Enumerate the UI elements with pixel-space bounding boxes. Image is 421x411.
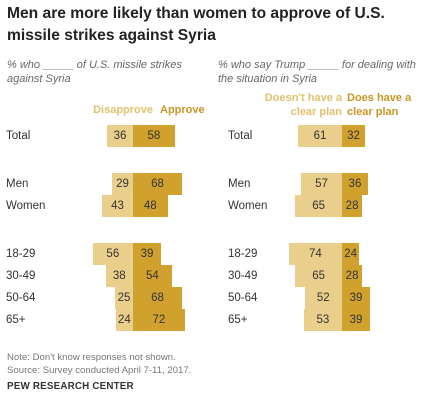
left-bar-approve (133, 125, 175, 147)
left-value-label: 54 (146, 270, 159, 282)
right-bar-clear-plan (342, 125, 366, 147)
right-value-label: 57 (315, 178, 328, 190)
left-bar-disapprove (115, 287, 133, 309)
left-category-label: 30-49 (6, 270, 36, 282)
left-value-label: 68 (151, 292, 164, 304)
right-category-label: 18-29 (228, 248, 258, 260)
left-bar-approve (133, 173, 182, 195)
right-value-label: 39 (349, 314, 363, 326)
left-value-label: 72 (152, 314, 166, 326)
right-value-label: 52 (316, 292, 330, 304)
left-bar-disapprove (107, 125, 133, 147)
right-value-label: 74 (308, 248, 322, 260)
left-value-label: 58 (147, 130, 161, 142)
right-bar-no-clear-plan (295, 195, 342, 217)
right-value-label: 24 (344, 248, 358, 260)
right-value-label: 65 (312, 270, 325, 282)
left-value-label: 68 (151, 178, 164, 190)
left-bar-approve (133, 243, 162, 265)
right-bar-clear-plan (342, 265, 363, 287)
left-bar-approve (133, 265, 172, 287)
left-category-label: Total (6, 130, 31, 142)
left-value-label: 48 (143, 200, 157, 212)
left-value-label: 56 (106, 248, 120, 260)
left-category-label: 65+ (6, 314, 26, 326)
source-text: Source: Survey conducted April 7-11, 201… (7, 365, 192, 376)
right-bar-clear-plan (342, 173, 368, 195)
right-bar-clear-plan (342, 309, 371, 331)
left-bar-approve (133, 287, 182, 309)
right-bar-no-clear-plan (298, 125, 342, 147)
left-chart-subtitle: % who _____ of U.S. missile strikes agai… (7, 59, 182, 85)
chart-title: Men are more likely than women to approv… (7, 5, 385, 44)
left-bar-approve (133, 195, 168, 217)
right-value-label: 61 (313, 130, 327, 142)
left-value-label: 36 (113, 130, 127, 142)
right-value-label: 65 (312, 200, 325, 212)
right-value-label: 53 (316, 314, 330, 326)
left-value-label: 43 (111, 200, 124, 212)
left-value-label: 29 (116, 178, 129, 190)
source-organization: PEW RESEARCH CENTER (7, 381, 134, 392)
right-bar-no-clear-plan (295, 265, 342, 287)
left-value-label: 39 (140, 248, 154, 260)
legend-approve: Approve (160, 104, 205, 116)
left-bar-disapprove (115, 309, 133, 331)
right-value-label: 36 (348, 178, 362, 190)
left-category-label: 50-64 (6, 292, 36, 304)
right-bar-no-clear-plan (303, 309, 342, 331)
right-bar-no-clear-plan (288, 243, 342, 265)
right-category-label: Men (228, 178, 251, 190)
right-value-label: 28 (345, 200, 359, 212)
left-category-label: Men (6, 178, 29, 190)
right-value-label: 39 (349, 292, 363, 304)
right-category-label: 65+ (228, 314, 248, 326)
left-bar-disapprove (102, 195, 133, 217)
left-value-label: 24 (117, 314, 131, 326)
right-category-label: 30-49 (228, 270, 258, 282)
right-bar-clear-plan (342, 243, 360, 265)
right-value-label: 32 (347, 130, 360, 142)
legend-clear-plan: Does have a clear plan (347, 92, 412, 118)
right-value-label: 28 (345, 270, 359, 282)
right-bar-no-clear-plan (300, 173, 342, 195)
legend-no-clear-plan: Doesn't have a clear plan (264, 92, 342, 118)
left-value-label: 38 (112, 270, 126, 282)
left-bar-disapprove (92, 243, 133, 265)
right-chart-subtitle: % who say Trump _____ for dealing with t… (218, 59, 416, 85)
right-category-label: 50-64 (228, 292, 258, 304)
left-category-label: 18-29 (6, 248, 36, 260)
right-bar-no-clear-plan (304, 287, 342, 309)
right-bar-clear-plan (342, 195, 363, 217)
legend-disapprove: Disapprove (93, 104, 153, 116)
note-text: Note: Don't know responses not shown. (7, 352, 176, 363)
right-bar-clear-plan (342, 287, 371, 309)
left-category-label: Women (6, 200, 46, 212)
left-bar-disapprove (112, 173, 133, 195)
left-value-label: 25 (117, 292, 131, 304)
right-category-label: Women (228, 200, 268, 212)
left-bar-disapprove (105, 265, 133, 287)
right-category-label: Total (228, 130, 253, 142)
left-bar-approve (133, 309, 185, 331)
